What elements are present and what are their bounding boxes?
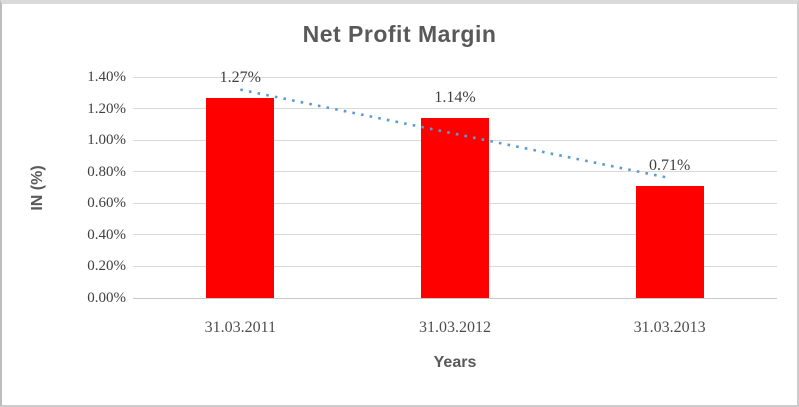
- x-tick-label: 31.03.2012: [419, 319, 491, 336]
- y-tick-label: 0.00%: [87, 290, 126, 306]
- y-tick-label: 0.60%: [87, 195, 126, 212]
- y-tick-label: 0.20%: [87, 258, 126, 275]
- gridline: [133, 297, 777, 299]
- y-tick-label: 1.00%: [87, 132, 126, 149]
- y-tick-label: 0.40%: [87, 226, 126, 243]
- bar-31.03.2013: [635, 185, 704, 298]
- x-tick-label: 31.03.2013: [633, 319, 706, 336]
- x-tick-label: 31.03.2011: [204, 319, 277, 336]
- trendline: [240, 88, 670, 180]
- x-axis-title: Years: [433, 354, 477, 371]
- data-label: 1.14%: [434, 89, 476, 107]
- y-tick-label: 1.40%: [87, 69, 126, 85]
- data-label: 1.27%: [219, 68, 261, 86]
- chart-title: Net Profit Margin: [302, 21, 497, 47]
- bar-31.03.2011: [206, 97, 275, 298]
- gridline: [133, 108, 777, 110]
- plot-area: 1.27% 1.14% 0.71%: [133, 69, 777, 299]
- data-label: 0.71%: [648, 156, 691, 174]
- y-tick-label: 0.80%: [87, 163, 126, 180]
- gridline: [133, 76, 777, 78]
- y-tick-label: 1.20%: [87, 100, 126, 117]
- bar-31.03.2012: [421, 118, 489, 298]
